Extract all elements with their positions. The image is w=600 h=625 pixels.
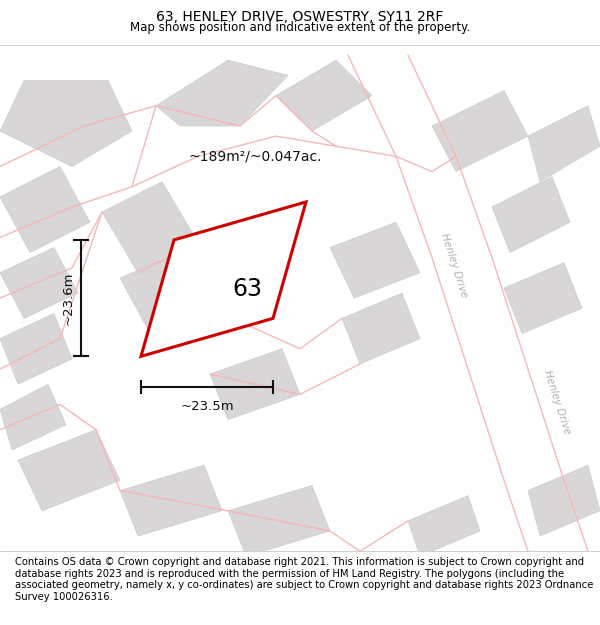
Text: Henley Drive: Henley Drive	[542, 369, 572, 435]
Text: 63: 63	[233, 278, 263, 301]
Polygon shape	[0, 248, 78, 318]
Polygon shape	[528, 465, 600, 536]
Text: Henley Drive: Henley Drive	[439, 232, 469, 299]
Text: Map shows position and indicative extent of the property.: Map shows position and indicative extent…	[130, 21, 470, 34]
Polygon shape	[228, 486, 330, 556]
Polygon shape	[504, 262, 582, 334]
Polygon shape	[156, 60, 288, 126]
Polygon shape	[120, 253, 210, 334]
Text: Contains OS data © Crown copyright and database right 2021. This information is : Contains OS data © Crown copyright and d…	[15, 557, 593, 602]
Polygon shape	[210, 349, 300, 419]
Polygon shape	[408, 496, 480, 556]
Polygon shape	[0, 166, 90, 252]
Polygon shape	[141, 202, 306, 356]
Polygon shape	[0, 384, 66, 450]
Polygon shape	[102, 182, 198, 272]
Polygon shape	[330, 222, 420, 298]
Polygon shape	[0, 313, 72, 384]
Polygon shape	[342, 293, 420, 364]
Text: 63, HENLEY DRIVE, OSWESTRY, SY11 2RF: 63, HENLEY DRIVE, OSWESTRY, SY11 2RF	[157, 10, 443, 24]
Polygon shape	[0, 81, 132, 166]
Polygon shape	[18, 430, 120, 511]
Text: ~23.5m: ~23.5m	[180, 400, 234, 413]
Polygon shape	[120, 465, 222, 536]
Text: ~23.6m: ~23.6m	[61, 271, 74, 325]
Polygon shape	[528, 106, 600, 182]
Polygon shape	[492, 177, 570, 252]
Text: ~189m²/~0.047ac.: ~189m²/~0.047ac.	[189, 150, 323, 164]
Polygon shape	[276, 60, 372, 131]
Polygon shape	[432, 91, 528, 171]
